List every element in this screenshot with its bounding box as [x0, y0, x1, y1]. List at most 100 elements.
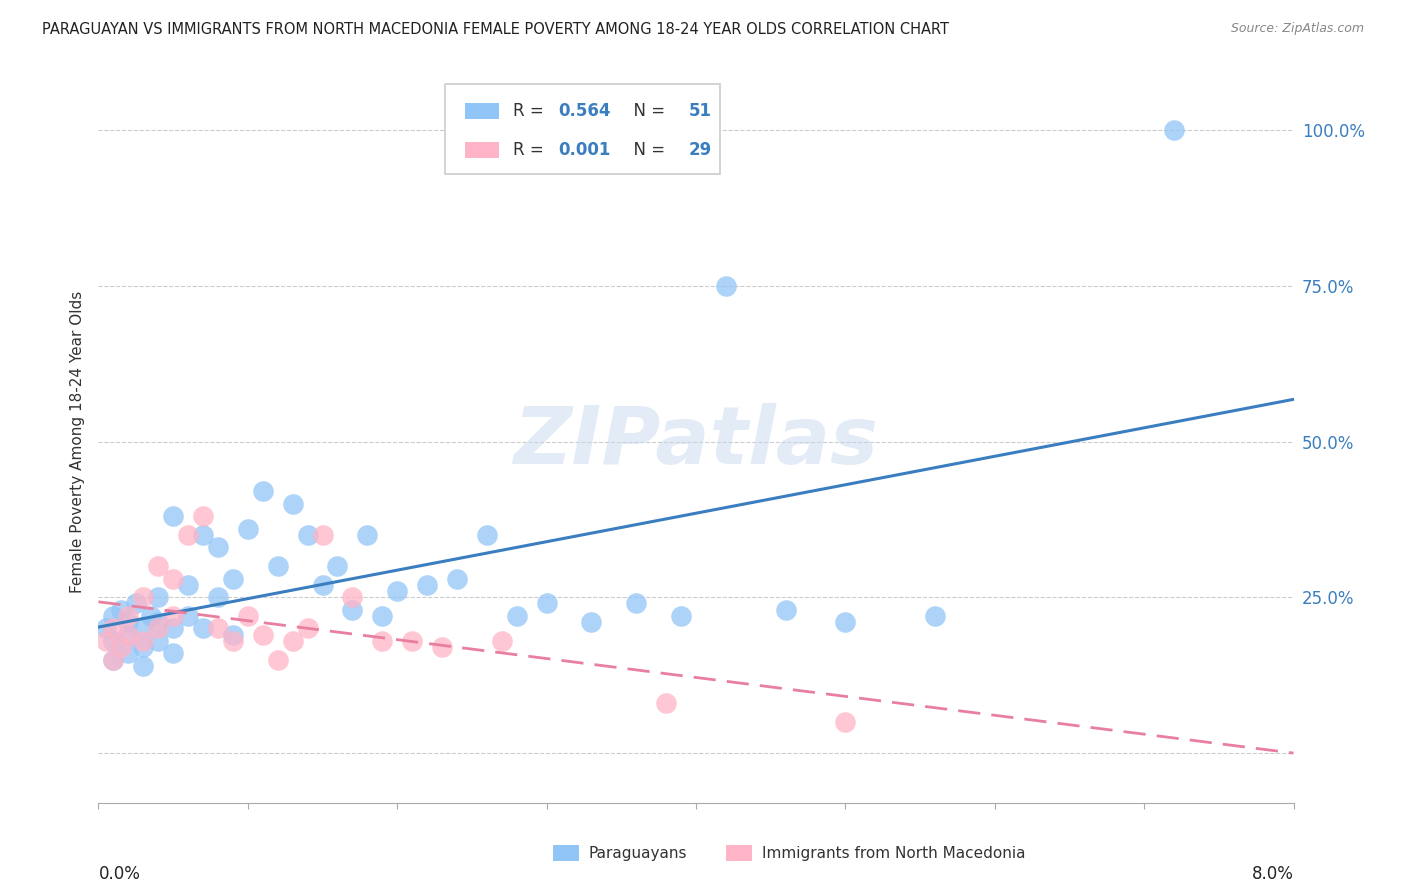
Point [236, 609, 259, 624]
Point [94, 621, 117, 635]
Point [148, 633, 170, 648]
Point [117, 627, 139, 641]
Point [191, 528, 214, 542]
Point [148, 615, 170, 630]
Point [94, 633, 117, 648]
Point [281, 633, 304, 648]
Point [191, 621, 214, 635]
Point [162, 621, 184, 635]
FancyBboxPatch shape [725, 846, 752, 862]
Point [207, 541, 229, 555]
FancyBboxPatch shape [553, 846, 579, 862]
Point [207, 591, 229, 605]
Point [326, 559, 349, 574]
Point [581, 615, 603, 630]
Point [110, 640, 132, 654]
Point [342, 603, 364, 617]
Point [103, 652, 125, 666]
Text: 8.0%: 8.0% [1251, 865, 1294, 883]
Point [714, 278, 737, 293]
Point [775, 603, 797, 617]
Point [117, 615, 139, 630]
Point [207, 621, 229, 635]
Point [297, 528, 319, 542]
Point [267, 652, 290, 666]
Point [655, 696, 678, 710]
Point [117, 627, 139, 641]
Point [177, 609, 200, 624]
Text: Source: ZipAtlas.com: Source: ZipAtlas.com [1230, 22, 1364, 36]
Text: N =: N = [623, 141, 671, 160]
FancyBboxPatch shape [465, 143, 499, 158]
Point [371, 633, 394, 648]
Point [132, 633, 155, 648]
Point [311, 528, 333, 542]
Point [162, 609, 184, 624]
Point [430, 640, 453, 654]
Point [1163, 123, 1185, 137]
Point [191, 509, 214, 524]
Point [834, 615, 856, 630]
Point [491, 633, 513, 648]
Point [536, 597, 558, 611]
Y-axis label: Female Poverty Among 18-24 Year Olds: Female Poverty Among 18-24 Year Olds [69, 291, 84, 592]
Point [446, 572, 468, 586]
Point [117, 609, 139, 624]
Point [222, 633, 245, 648]
Point [236, 522, 259, 536]
Text: 51: 51 [689, 103, 711, 120]
Point [148, 559, 170, 574]
Point [148, 621, 170, 635]
Point [626, 597, 648, 611]
Point [311, 578, 333, 592]
Point [371, 609, 394, 624]
Text: N =: N = [623, 103, 671, 120]
Text: Paraguayans: Paraguayans [589, 846, 688, 861]
Point [506, 609, 529, 624]
Point [125, 597, 148, 611]
Point [132, 640, 155, 654]
Point [834, 714, 856, 729]
Point [162, 646, 184, 660]
Text: 0.564: 0.564 [558, 103, 612, 120]
Point [297, 621, 319, 635]
Point [103, 621, 125, 635]
Text: R =: R = [513, 103, 550, 120]
Point [401, 633, 423, 648]
Text: R =: R = [513, 141, 550, 160]
FancyBboxPatch shape [465, 103, 499, 120]
Point [252, 627, 274, 641]
Point [475, 528, 498, 542]
Text: ZIPatlas: ZIPatlas [513, 402, 879, 481]
Point [103, 652, 125, 666]
Point [177, 528, 200, 542]
Text: 0.0%: 0.0% [98, 865, 141, 883]
Point [103, 633, 125, 648]
Point [669, 609, 692, 624]
Point [117, 646, 139, 660]
Point [132, 658, 155, 673]
Text: 29: 29 [689, 141, 711, 160]
Text: PARAGUAYAN VS IMMIGRANTS FROM NORTH MACEDONIA FEMALE POVERTY AMONG 18-24 YEAR OL: PARAGUAYAN VS IMMIGRANTS FROM NORTH MACE… [42, 22, 949, 37]
Point [103, 609, 125, 624]
Point [924, 609, 946, 624]
Point [385, 584, 409, 599]
Point [177, 578, 200, 592]
Point [132, 591, 155, 605]
Point [148, 591, 170, 605]
Text: Immigrants from North Macedonia: Immigrants from North Macedonia [762, 846, 1025, 861]
Point [342, 591, 364, 605]
Point [252, 484, 274, 499]
Point [162, 509, 184, 524]
Point [281, 497, 304, 511]
Point [356, 528, 378, 542]
Point [110, 603, 132, 617]
Point [267, 559, 290, 574]
Point [222, 627, 245, 641]
FancyBboxPatch shape [446, 84, 720, 174]
Point [222, 572, 245, 586]
Point [139, 609, 162, 624]
Point [162, 572, 184, 586]
Point [416, 578, 439, 592]
Text: 0.001: 0.001 [558, 141, 612, 160]
